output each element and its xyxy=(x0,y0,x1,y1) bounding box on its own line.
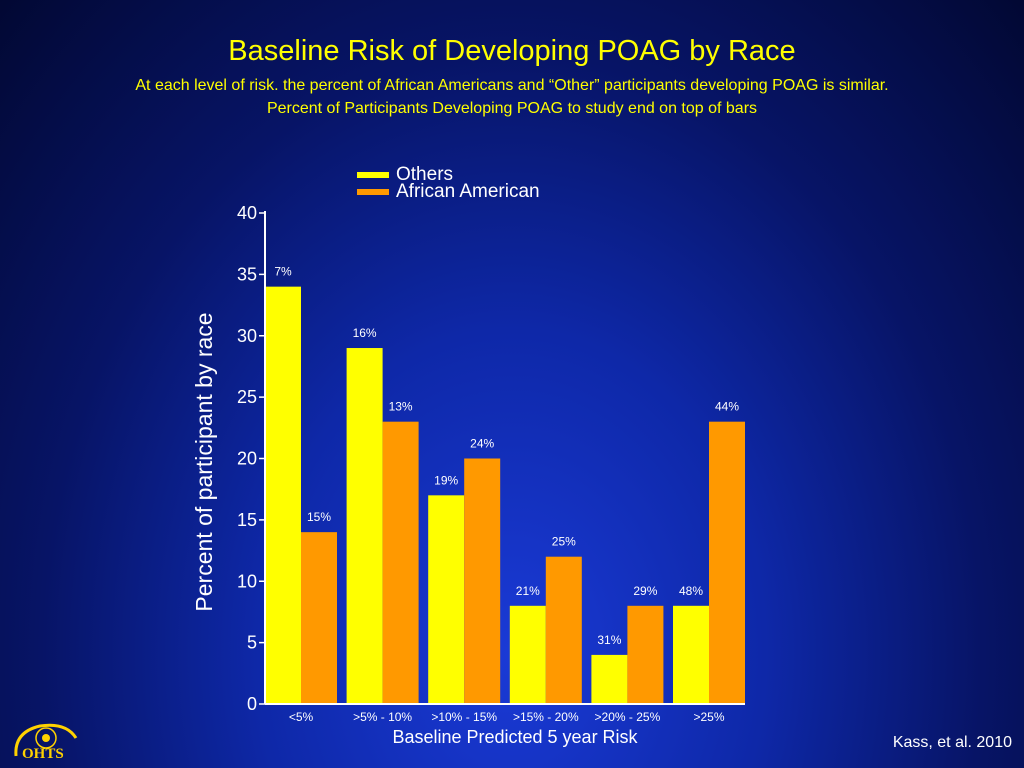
bar-others-4 xyxy=(591,654,628,704)
y-axis-label: Percent of participant by race xyxy=(191,312,217,611)
bar-african-american-0 xyxy=(301,532,337,704)
page-title: Baseline Risk of Developing POAG by Race xyxy=(228,35,796,67)
bar-value-label: 24% xyxy=(470,437,494,451)
bar-value-label: 29% xyxy=(633,584,657,598)
legend-label-african-american: African American xyxy=(396,181,540,202)
ohts-logo: OHTS xyxy=(6,716,86,764)
bar-others-2 xyxy=(428,495,465,704)
y-tick-label: 5 xyxy=(247,633,257,653)
y-tick-label: 0 xyxy=(247,694,257,714)
bar-african-american-3 xyxy=(545,556,582,704)
legend-label-others: Others xyxy=(396,164,453,185)
citation: Kass, et al. 2010 xyxy=(892,734,1012,751)
y-tick-label: 35 xyxy=(237,264,257,284)
bar-value-label: 13% xyxy=(389,400,413,414)
bar-value-label: 21% xyxy=(516,584,540,598)
x-tick-label: >5% - 10% xyxy=(353,710,412,724)
bar-value-label: 15% xyxy=(307,510,331,524)
x-tick-label: >15% - 20% xyxy=(513,710,579,724)
bar-value-label: 48% xyxy=(679,584,703,598)
bar-others-3 xyxy=(509,605,546,704)
x-axis-label: Baseline Predicted 5 year Risk xyxy=(392,727,638,747)
bar-value-label: 19% xyxy=(434,473,458,487)
bar-value-label: 16% xyxy=(353,326,377,340)
y-tick-label: 15 xyxy=(237,510,257,530)
legend-swatch-african-american xyxy=(357,189,389,195)
bar-others-5 xyxy=(673,605,709,704)
x-tick-label: >20% - 25% xyxy=(595,710,661,724)
legend-swatch-others xyxy=(357,172,389,178)
subtitle-line-2: Percent of Participants Developing POAG … xyxy=(266,100,758,117)
bar-value-label: 31% xyxy=(597,633,621,647)
y-tick-label: 40 xyxy=(237,203,257,223)
bar-value-label: 7% xyxy=(274,265,292,279)
y-tick-label: 20 xyxy=(237,449,257,469)
bar-value-label: 25% xyxy=(552,535,576,549)
y-tick-label: 10 xyxy=(237,571,257,591)
bar-african-american-5 xyxy=(709,421,745,704)
bar-value-label: 44% xyxy=(715,400,739,414)
x-tick-label: >25% xyxy=(693,710,724,724)
x-tick-label: <5% xyxy=(289,710,314,724)
bar-others-1 xyxy=(346,348,383,704)
bar-african-american-2 xyxy=(464,458,501,704)
bar-african-american-1 xyxy=(382,421,419,704)
x-tick-label: >10% - 15% xyxy=(431,710,497,724)
y-tick-label: 30 xyxy=(237,326,257,346)
bar-others-0 xyxy=(265,286,301,704)
subtitle-line-1: At each level of risk. the percent of Af… xyxy=(135,77,889,94)
y-tick-label: 25 xyxy=(237,387,257,407)
logo-text: OHTS xyxy=(22,746,64,762)
bar-african-american-4 xyxy=(627,605,664,704)
